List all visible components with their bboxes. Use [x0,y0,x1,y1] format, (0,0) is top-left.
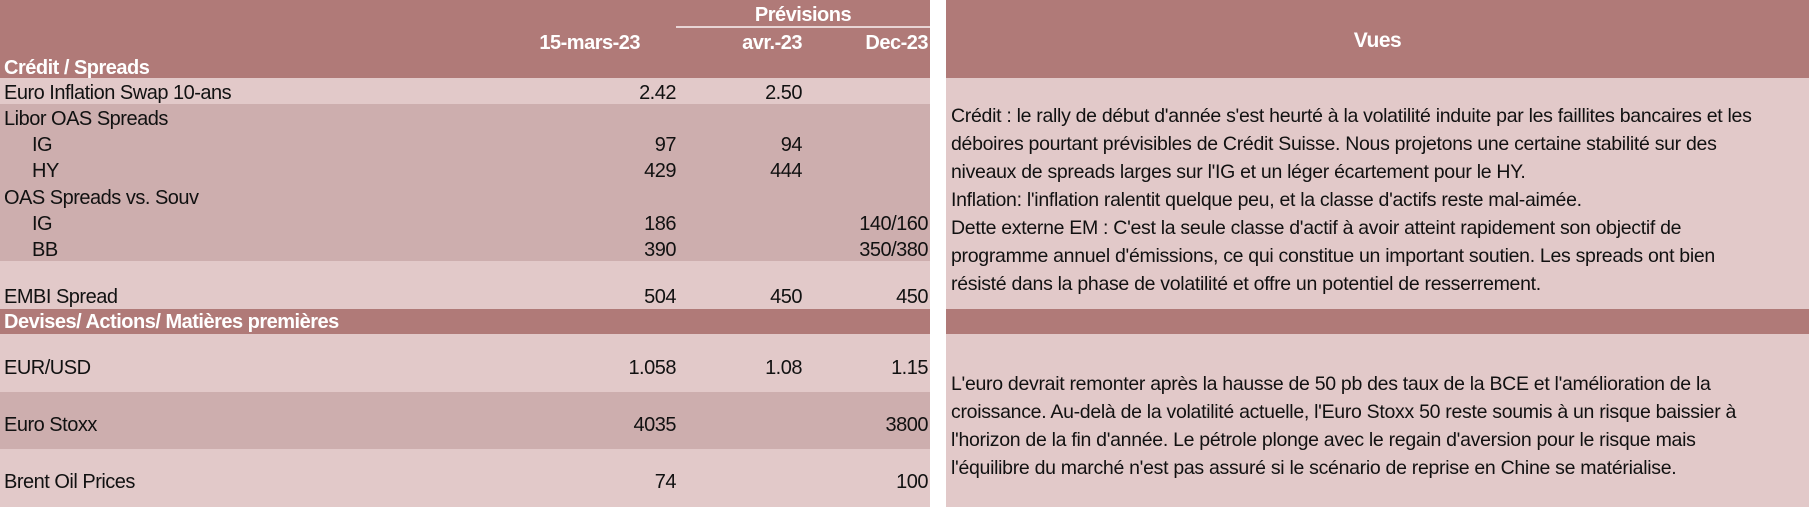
forecast-header: Prévisions [754,4,852,26]
row-value-apr: 2.50 [765,82,802,104]
row-value-date: 504 [644,286,676,308]
row-value-date: 2.42 [639,82,676,104]
row-value-apr: 444 [770,160,802,182]
row-value-dec: 450 [896,286,928,308]
row-label: BB [32,239,58,261]
row-value-dec: 1.15 [891,357,928,379]
row-value-date: 1.058 [628,357,676,379]
row-value-date: 74 [654,471,677,493]
section-credit: Crédit / Spreads [4,57,150,79]
row-label: EMBI Spread [4,286,118,308]
row-value-apr: 450 [770,286,802,308]
row-label: IG [32,134,53,156]
row-value-dec: 350/380 [859,239,928,261]
row-label: Libor OAS Spreads [4,108,168,130]
row-value-date: 429 [644,160,676,182]
forecast-underline [676,26,930,28]
col-dec-header: Dec-23 [865,32,928,54]
section-fx: Devises/ Actions/ Matières premières [4,311,339,333]
row-label: Brent Oil Prices [4,471,135,493]
row-label: HY [32,160,59,182]
views-header [946,0,1809,78]
views-credit-text: Crédit : le rally de début d'année s'est… [951,105,1752,183]
row-label: EUR/USD [4,357,91,379]
row-value-date: 97 [654,134,677,156]
views-inflation-text: Inflation: l'inflation ralentit quelque … [951,189,1582,211]
views-em-text: Dette externe EM : C'est la seule classe… [951,217,1715,295]
row-label: Euro Inflation Swap 10-ans [4,82,232,104]
col-date-header: 15-mars-23 [539,32,640,54]
row-value-date: 4035 [633,414,677,436]
row-value-date: 186 [644,213,676,235]
views-title: Vues [1353,29,1402,52]
row-value-date: 390 [644,239,676,261]
row-value-apr: 94 [780,134,803,156]
views-fx-text: L'euro devrait remonter après la hausse … [951,373,1737,479]
table-header [0,0,930,78]
row-value-dec: 3800 [885,414,929,436]
row-label: OAS Spreads vs. Souv [4,187,199,209]
section-fx-band [0,309,930,334]
row-value-apr: 1.08 [765,357,802,379]
row-value-dec: 100 [896,471,928,493]
col-apr-header: avr.-23 [742,32,802,54]
row-label: Euro Stoxx [4,414,97,436]
row-label: IG [32,213,53,235]
row-value-dec: 140/160 [859,213,928,235]
